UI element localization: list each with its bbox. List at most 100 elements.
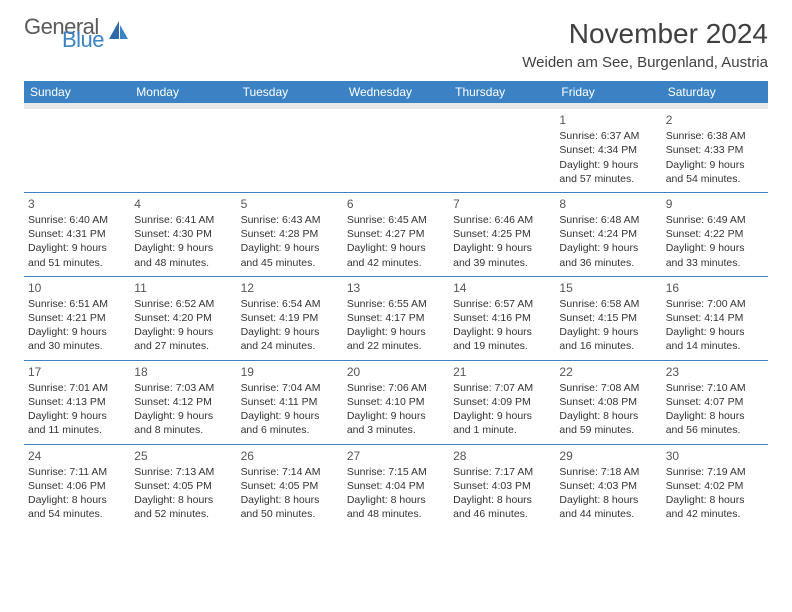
daylight-line-2: and 36 minutes. [559, 256, 657, 270]
sunrise-line: Sunrise: 7:13 AM [134, 465, 232, 479]
daylight-line-2: and 3 minutes. [347, 423, 445, 437]
daylight-line-1: Daylight: 8 hours [347, 493, 445, 507]
sunset-line: Sunset: 4:03 PM [559, 479, 657, 493]
day-number: 4 [134, 196, 232, 212]
calendar-week-row: 3Sunrise: 6:40 AMSunset: 4:31 PMDaylight… [24, 192, 768, 276]
sunset-line: Sunset: 4:22 PM [666, 227, 764, 241]
sunset-line: Sunset: 4:24 PM [559, 227, 657, 241]
daylight-line-1: Daylight: 9 hours [453, 241, 551, 255]
day-number: 20 [347, 364, 445, 380]
sunrise-line: Sunrise: 7:15 AM [347, 465, 445, 479]
sunset-line: Sunset: 4:28 PM [241, 227, 339, 241]
sunrise-line: Sunrise: 6:45 AM [347, 213, 445, 227]
day-number: 14 [453, 280, 551, 296]
sunrise-line: Sunrise: 6:37 AM [559, 129, 657, 143]
calendar-day-cell: 18Sunrise: 7:03 AMSunset: 4:12 PMDayligh… [130, 360, 236, 444]
daylight-line-2: and 11 minutes. [28, 423, 126, 437]
sunset-line: Sunset: 4:04 PM [347, 479, 445, 493]
sunset-line: Sunset: 4:25 PM [453, 227, 551, 241]
daylight-line-1: Daylight: 9 hours [241, 325, 339, 339]
calendar-day-cell: 28Sunrise: 7:17 AMSunset: 4:03 PMDayligh… [449, 444, 555, 527]
daylight-line-1: Daylight: 9 hours [559, 241, 657, 255]
daylight-line-1: Daylight: 9 hours [559, 325, 657, 339]
sunset-line: Sunset: 4:34 PM [559, 143, 657, 157]
daylight-line-1: Daylight: 8 hours [241, 493, 339, 507]
calendar-day-cell: 26Sunrise: 7:14 AMSunset: 4:05 PMDayligh… [237, 444, 343, 527]
sunrise-line: Sunrise: 7:19 AM [666, 465, 764, 479]
daylight-line-2: and 45 minutes. [241, 256, 339, 270]
sunset-line: Sunset: 4:13 PM [28, 395, 126, 409]
calendar-day-cell: 11Sunrise: 6:52 AMSunset: 4:20 PMDayligh… [130, 276, 236, 360]
sunset-line: Sunset: 4:09 PM [453, 395, 551, 409]
day-number: 15 [559, 280, 657, 296]
daylight-line-2: and 46 minutes. [453, 507, 551, 521]
day-number: 13 [347, 280, 445, 296]
sunset-line: Sunset: 4:02 PM [666, 479, 764, 493]
daylight-line-2: and 16 minutes. [559, 339, 657, 353]
daylight-line-1: Daylight: 8 hours [666, 409, 764, 423]
calendar-day-cell: 4Sunrise: 6:41 AMSunset: 4:30 PMDaylight… [130, 192, 236, 276]
daylight-line-2: and 39 minutes. [453, 256, 551, 270]
calendar-day-cell: 27Sunrise: 7:15 AMSunset: 4:04 PMDayligh… [343, 444, 449, 527]
sunrise-line: Sunrise: 6:54 AM [241, 297, 339, 311]
sunset-line: Sunset: 4:20 PM [134, 311, 232, 325]
day-number: 12 [241, 280, 339, 296]
day-number: 27 [347, 448, 445, 464]
daylight-line-2: and 6 minutes. [241, 423, 339, 437]
sunset-line: Sunset: 4:27 PM [347, 227, 445, 241]
sunset-line: Sunset: 4:10 PM [347, 395, 445, 409]
sunset-line: Sunset: 4:33 PM [666, 143, 764, 157]
day-number: 9 [666, 196, 764, 212]
daylight-line-1: Daylight: 9 hours [241, 409, 339, 423]
calendar-day-cell: 16Sunrise: 7:00 AMSunset: 4:14 PMDayligh… [662, 276, 768, 360]
day-number: 29 [559, 448, 657, 464]
calendar-day-cell [237, 109, 343, 192]
logo-word-blue: Blue [62, 31, 104, 50]
calendar-day-cell: 10Sunrise: 6:51 AMSunset: 4:21 PMDayligh… [24, 276, 130, 360]
daylight-line-2: and 33 minutes. [666, 256, 764, 270]
daylight-line-2: and 50 minutes. [241, 507, 339, 521]
sunrise-line: Sunrise: 7:08 AM [559, 381, 657, 395]
sunrise-line: Sunrise: 6:55 AM [347, 297, 445, 311]
day-number: 28 [453, 448, 551, 464]
sunset-line: Sunset: 4:05 PM [134, 479, 232, 493]
daylight-line-2: and 42 minutes. [347, 256, 445, 270]
calendar-week-row: 1Sunrise: 6:37 AMSunset: 4:34 PMDaylight… [24, 109, 768, 192]
sunset-line: Sunset: 4:30 PM [134, 227, 232, 241]
calendar-day-cell: 6Sunrise: 6:45 AMSunset: 4:27 PMDaylight… [343, 192, 449, 276]
daylight-line-1: Daylight: 9 hours [666, 241, 764, 255]
sunrise-line: Sunrise: 6:58 AM [559, 297, 657, 311]
day-number: 10 [28, 280, 126, 296]
calendar-day-cell: 25Sunrise: 7:13 AMSunset: 4:05 PMDayligh… [130, 444, 236, 527]
day-number: 17 [28, 364, 126, 380]
header: General Blue November 2024 Weiden am See… [24, 18, 768, 71]
location: Weiden am See, Burgenland, Austria [522, 54, 768, 71]
sail-icon [108, 19, 130, 48]
sunset-line: Sunset: 4:21 PM [28, 311, 126, 325]
sunset-line: Sunset: 4:15 PM [559, 311, 657, 325]
day-number: 21 [453, 364, 551, 380]
sunset-line: Sunset: 4:05 PM [241, 479, 339, 493]
daylight-line-1: Daylight: 9 hours [559, 158, 657, 172]
title-block: November 2024 Weiden am See, Burgenland,… [522, 18, 768, 71]
daylight-line-1: Daylight: 8 hours [134, 493, 232, 507]
day-header-row: Sunday Monday Tuesday Wednesday Thursday… [24, 81, 768, 103]
daylight-line-2: and 48 minutes. [347, 507, 445, 521]
calendar-day-cell: 17Sunrise: 7:01 AMSunset: 4:13 PMDayligh… [24, 360, 130, 444]
sunrise-line: Sunrise: 7:04 AM [241, 381, 339, 395]
sunset-line: Sunset: 4:12 PM [134, 395, 232, 409]
calendar-week-row: 10Sunrise: 6:51 AMSunset: 4:21 PMDayligh… [24, 276, 768, 360]
daylight-line-2: and 14 minutes. [666, 339, 764, 353]
day-header: Thursday [449, 81, 555, 103]
daylight-line-1: Daylight: 9 hours [134, 409, 232, 423]
sunrise-line: Sunrise: 6:43 AM [241, 213, 339, 227]
sunrise-line: Sunrise: 6:40 AM [28, 213, 126, 227]
calendar-day-cell: 8Sunrise: 6:48 AMSunset: 4:24 PMDaylight… [555, 192, 661, 276]
daylight-line-2: and 27 minutes. [134, 339, 232, 353]
daylight-line-1: Daylight: 8 hours [559, 409, 657, 423]
sunrise-line: Sunrise: 6:52 AM [134, 297, 232, 311]
daylight-line-2: and 54 minutes. [666, 172, 764, 186]
day-number: 11 [134, 280, 232, 296]
daylight-line-1: Daylight: 9 hours [347, 409, 445, 423]
calendar-day-cell [343, 109, 449, 192]
